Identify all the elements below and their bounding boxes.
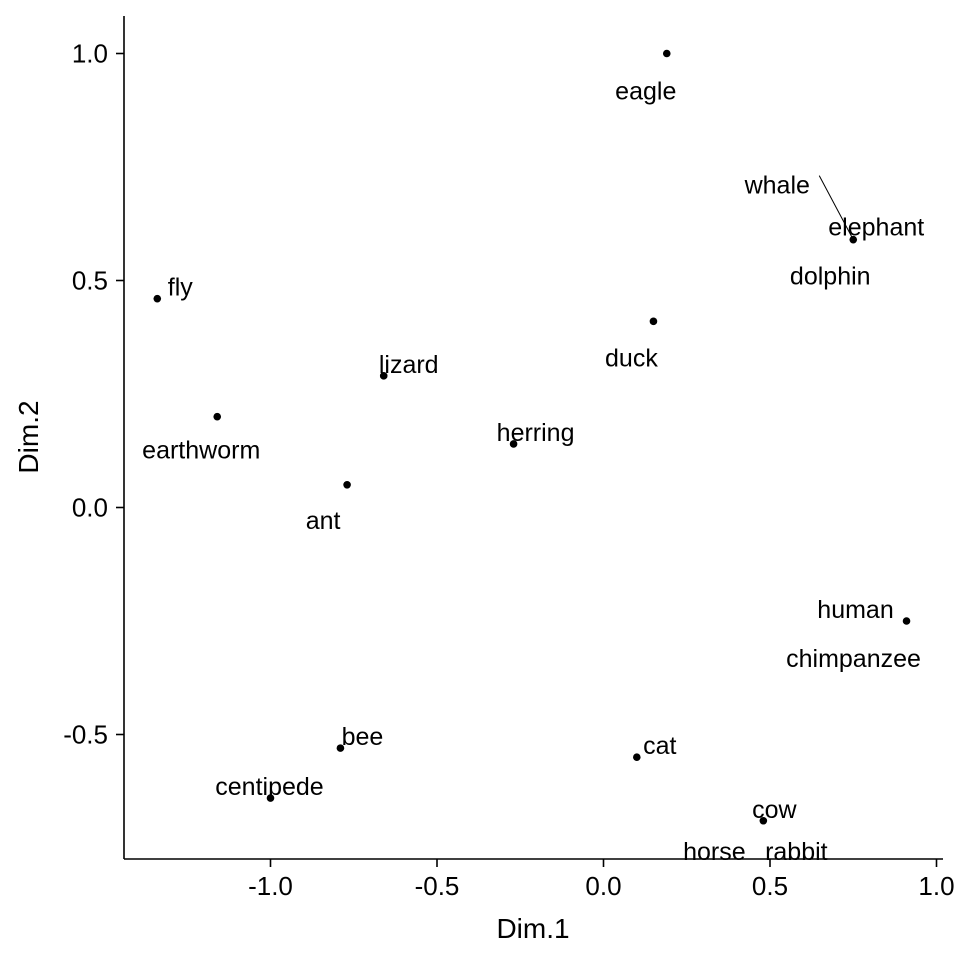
leader-line (818, 175, 854, 240)
data-point (662, 49, 671, 58)
point-label: eagle (615, 78, 676, 106)
data-points (153, 49, 911, 825)
point-label: cow (752, 796, 797, 824)
point-label: cat (643, 732, 676, 760)
data-point (266, 794, 275, 802)
x-axis-title: Dim.1 (496, 913, 569, 944)
point-label: human (817, 596, 893, 624)
x-tick-label: 0.0 (585, 871, 621, 901)
data-point (509, 440, 518, 448)
data-point (649, 317, 658, 326)
axes (123, 16, 943, 860)
y-axis-title: Dim.2 (13, 400, 44, 473)
point-label: ant (306, 507, 341, 535)
point-label: centipede (215, 773, 323, 801)
y-axis-ticks: -0.5 0.0 0.5 1.0 (63, 39, 124, 750)
data-point (153, 294, 162, 303)
x-tick-label: -0.5 (415, 871, 460, 901)
data-point (633, 753, 641, 761)
point-label: chimpanzee (786, 645, 921, 673)
point-label: duck (605, 344, 658, 372)
point-label: whale (744, 172, 810, 200)
point-label: fly (168, 274, 194, 302)
y-tick-label: 0.0 (72, 493, 108, 523)
point-label: bee (342, 723, 384, 751)
y-tick-label: 0.5 (72, 266, 108, 296)
point-label: herring (497, 419, 575, 447)
x-axis-ticks: -1.0 -0.5 0.0 0.5 1.0 (248, 859, 955, 901)
point-label: lizard (379, 351, 439, 379)
data-point (336, 744, 345, 752)
x-tick-label: 1.0 (918, 871, 954, 901)
point-labels: eagle whale elephant dolphin fly duck lizard ea… (142, 78, 924, 866)
y-tick-label: -0.5 (63, 720, 108, 750)
data-point (213, 412, 222, 421)
point-label: earthworm (142, 437, 260, 465)
leader-lines (818, 175, 854, 240)
data-point (902, 617, 911, 625)
point-label: elephant (828, 214, 924, 242)
data-point (343, 481, 351, 489)
data-point (379, 372, 388, 380)
point-label: dolphin (790, 263, 871, 291)
x-tick-label: -1.0 (248, 871, 293, 901)
point-label: rabbit (765, 838, 828, 866)
data-point (849, 235, 858, 244)
y-tick-label: 1.0 (72, 39, 108, 69)
point-label: horse (683, 838, 746, 866)
data-point (759, 816, 768, 825)
x-tick-label: 0.5 (752, 871, 788, 901)
